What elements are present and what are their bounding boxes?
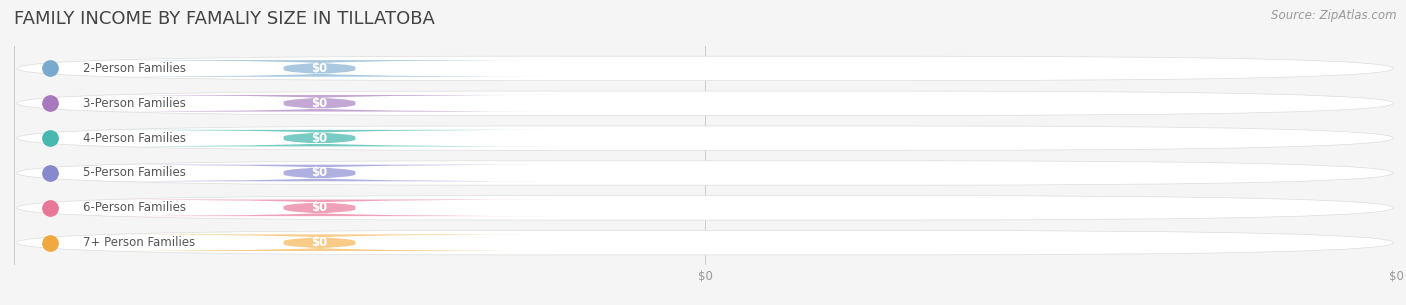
Text: FAMILY INCOME BY FAMALIY SIZE IN TILLATOBA: FAMILY INCOME BY FAMALIY SIZE IN TILLATO… [14,10,434,28]
FancyBboxPatch shape [79,235,560,251]
Text: 2-Person Families: 2-Person Families [83,62,186,75]
Text: $0: $0 [311,62,328,75]
FancyBboxPatch shape [17,231,1393,255]
FancyBboxPatch shape [17,126,1393,150]
Text: $0: $0 [311,97,328,110]
Text: $0: $0 [311,236,328,249]
FancyBboxPatch shape [17,91,1393,116]
FancyBboxPatch shape [17,196,1393,220]
Text: 7+ Person Families: 7+ Person Families [83,236,195,249]
FancyBboxPatch shape [79,199,560,216]
Text: 5-Person Families: 5-Person Families [83,167,186,179]
FancyBboxPatch shape [79,165,560,181]
Text: 6-Person Families: 6-Person Families [83,201,186,214]
Text: 4-Person Families: 4-Person Families [83,132,186,145]
Text: $0: $0 [311,167,328,179]
Text: Source: ZipAtlas.com: Source: ZipAtlas.com [1271,9,1396,22]
FancyBboxPatch shape [17,56,1393,81]
Text: $0: $0 [311,132,328,145]
FancyBboxPatch shape [79,95,560,112]
FancyBboxPatch shape [79,60,560,77]
Text: $0: $0 [311,201,328,214]
Text: 3-Person Families: 3-Person Families [83,97,186,110]
FancyBboxPatch shape [79,130,560,146]
FancyBboxPatch shape [17,161,1393,185]
